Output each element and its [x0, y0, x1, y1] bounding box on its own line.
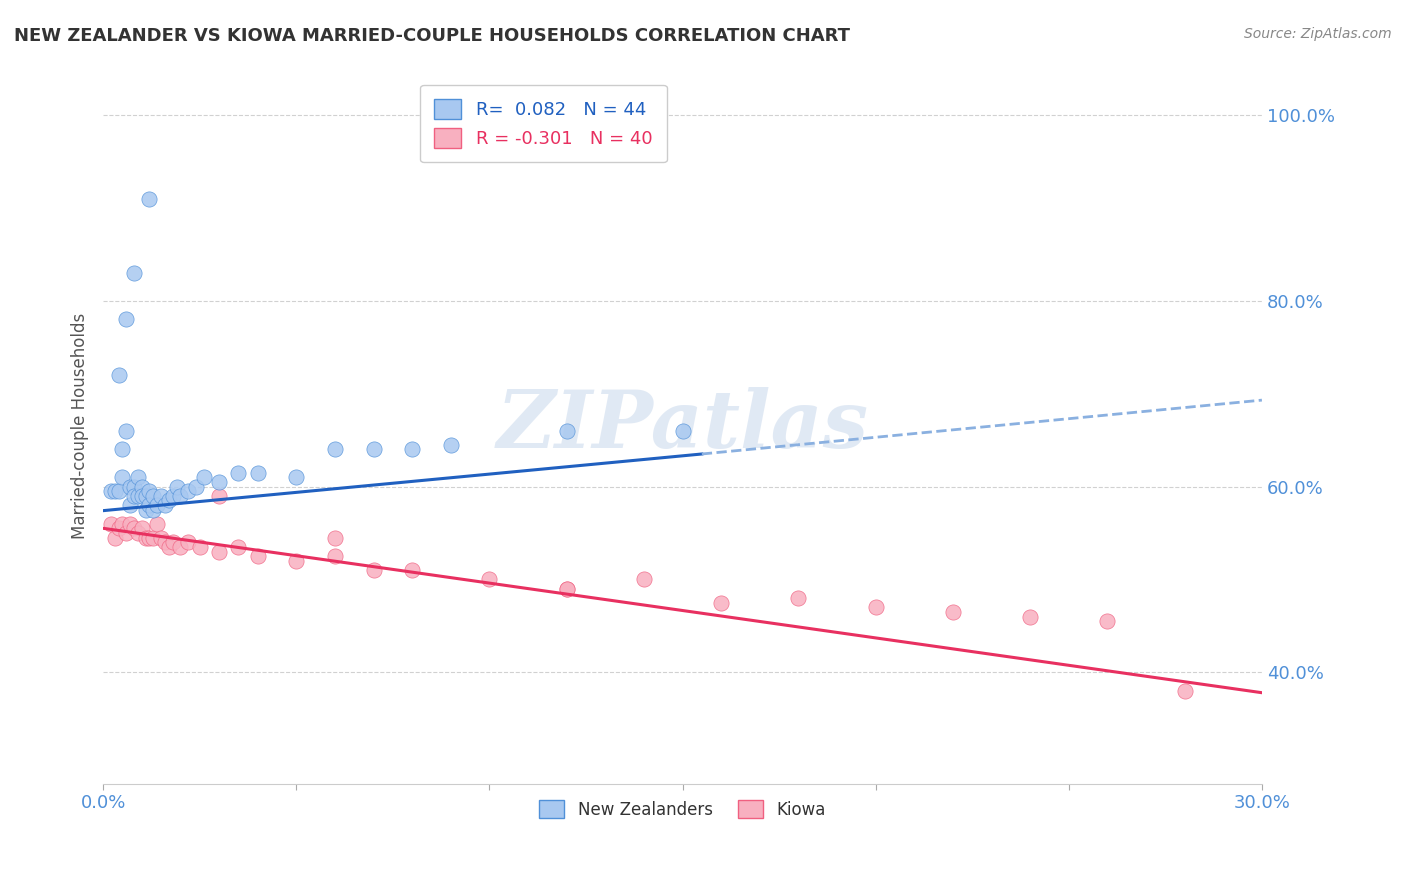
Point [115, 312, 138, 326]
Point [478, 573, 501, 587]
Point [131, 521, 153, 535]
Point [193, 470, 215, 484]
Point [138, 484, 160, 499]
Point [111, 470, 134, 484]
Text: ZIPatlas: ZIPatlas [496, 387, 869, 465]
Point [401, 442, 423, 457]
Point [100, 516, 122, 531]
Point [142, 489, 165, 503]
Point [157, 493, 180, 508]
Point [127, 525, 149, 540]
Point [246, 466, 269, 480]
Point [135, 502, 157, 516]
Point [188, 540, 211, 554]
Point [153, 498, 176, 512]
Point [169, 489, 191, 503]
Point [111, 442, 134, 457]
Point [1097, 614, 1119, 628]
Point [162, 489, 184, 503]
Point [787, 591, 810, 605]
Point [942, 605, 965, 619]
Point [122, 521, 145, 535]
Point [138, 531, 160, 545]
Point [208, 475, 231, 489]
Point [440, 438, 463, 452]
Point [208, 489, 231, 503]
Point [208, 544, 231, 558]
Point [285, 554, 308, 568]
Point [104, 531, 127, 545]
Point [138, 498, 160, 512]
Point [146, 498, 169, 512]
Point [104, 484, 127, 499]
Point [323, 549, 346, 564]
Legend: New Zealanders, Kiowa: New Zealanders, Kiowa [533, 794, 832, 825]
Point [120, 516, 142, 531]
Point [138, 192, 160, 206]
Point [115, 424, 138, 438]
Point [169, 540, 191, 554]
Point [710, 596, 733, 610]
Point [100, 484, 122, 499]
Point [131, 479, 153, 493]
Point [246, 549, 269, 564]
Point [285, 470, 308, 484]
Point [323, 531, 346, 545]
Point [107, 521, 129, 535]
Point [166, 479, 188, 493]
Point [363, 563, 385, 577]
Point [131, 489, 153, 503]
Point [555, 582, 578, 596]
Point [228, 466, 250, 480]
Point [555, 582, 578, 596]
Point [150, 489, 173, 503]
Point [1174, 683, 1197, 698]
Text: Source: ZipAtlas.com: Source: ZipAtlas.com [1244, 27, 1392, 41]
Point [122, 489, 145, 503]
Point [323, 442, 346, 457]
Point [162, 535, 184, 549]
Point [120, 479, 142, 493]
Text: NEW ZEALANDER VS KIOWA MARRIED-COUPLE HOUSEHOLDS CORRELATION CHART: NEW ZEALANDER VS KIOWA MARRIED-COUPLE HO… [14, 27, 851, 45]
Point [135, 489, 157, 503]
Point [122, 479, 145, 493]
Point [633, 573, 655, 587]
Point [146, 516, 169, 531]
Point [115, 525, 138, 540]
Point [401, 563, 423, 577]
Point [555, 424, 578, 438]
Point [111, 516, 134, 531]
Point [127, 489, 149, 503]
Point [122, 266, 145, 280]
Point [177, 535, 200, 549]
Point [127, 470, 149, 484]
Point [153, 535, 176, 549]
Point [865, 600, 887, 615]
Point [107, 484, 129, 499]
Point [184, 479, 207, 493]
Point [671, 424, 693, 438]
Point [228, 540, 250, 554]
Point [135, 531, 157, 545]
Point [142, 531, 165, 545]
Point [157, 540, 180, 554]
Point [1019, 609, 1042, 624]
Point [150, 531, 173, 545]
Point [142, 502, 165, 516]
Point [177, 484, 200, 499]
Point [107, 368, 129, 382]
Point [363, 442, 385, 457]
Point [120, 498, 142, 512]
Y-axis label: Married-couple Households: Married-couple Households [72, 313, 89, 540]
